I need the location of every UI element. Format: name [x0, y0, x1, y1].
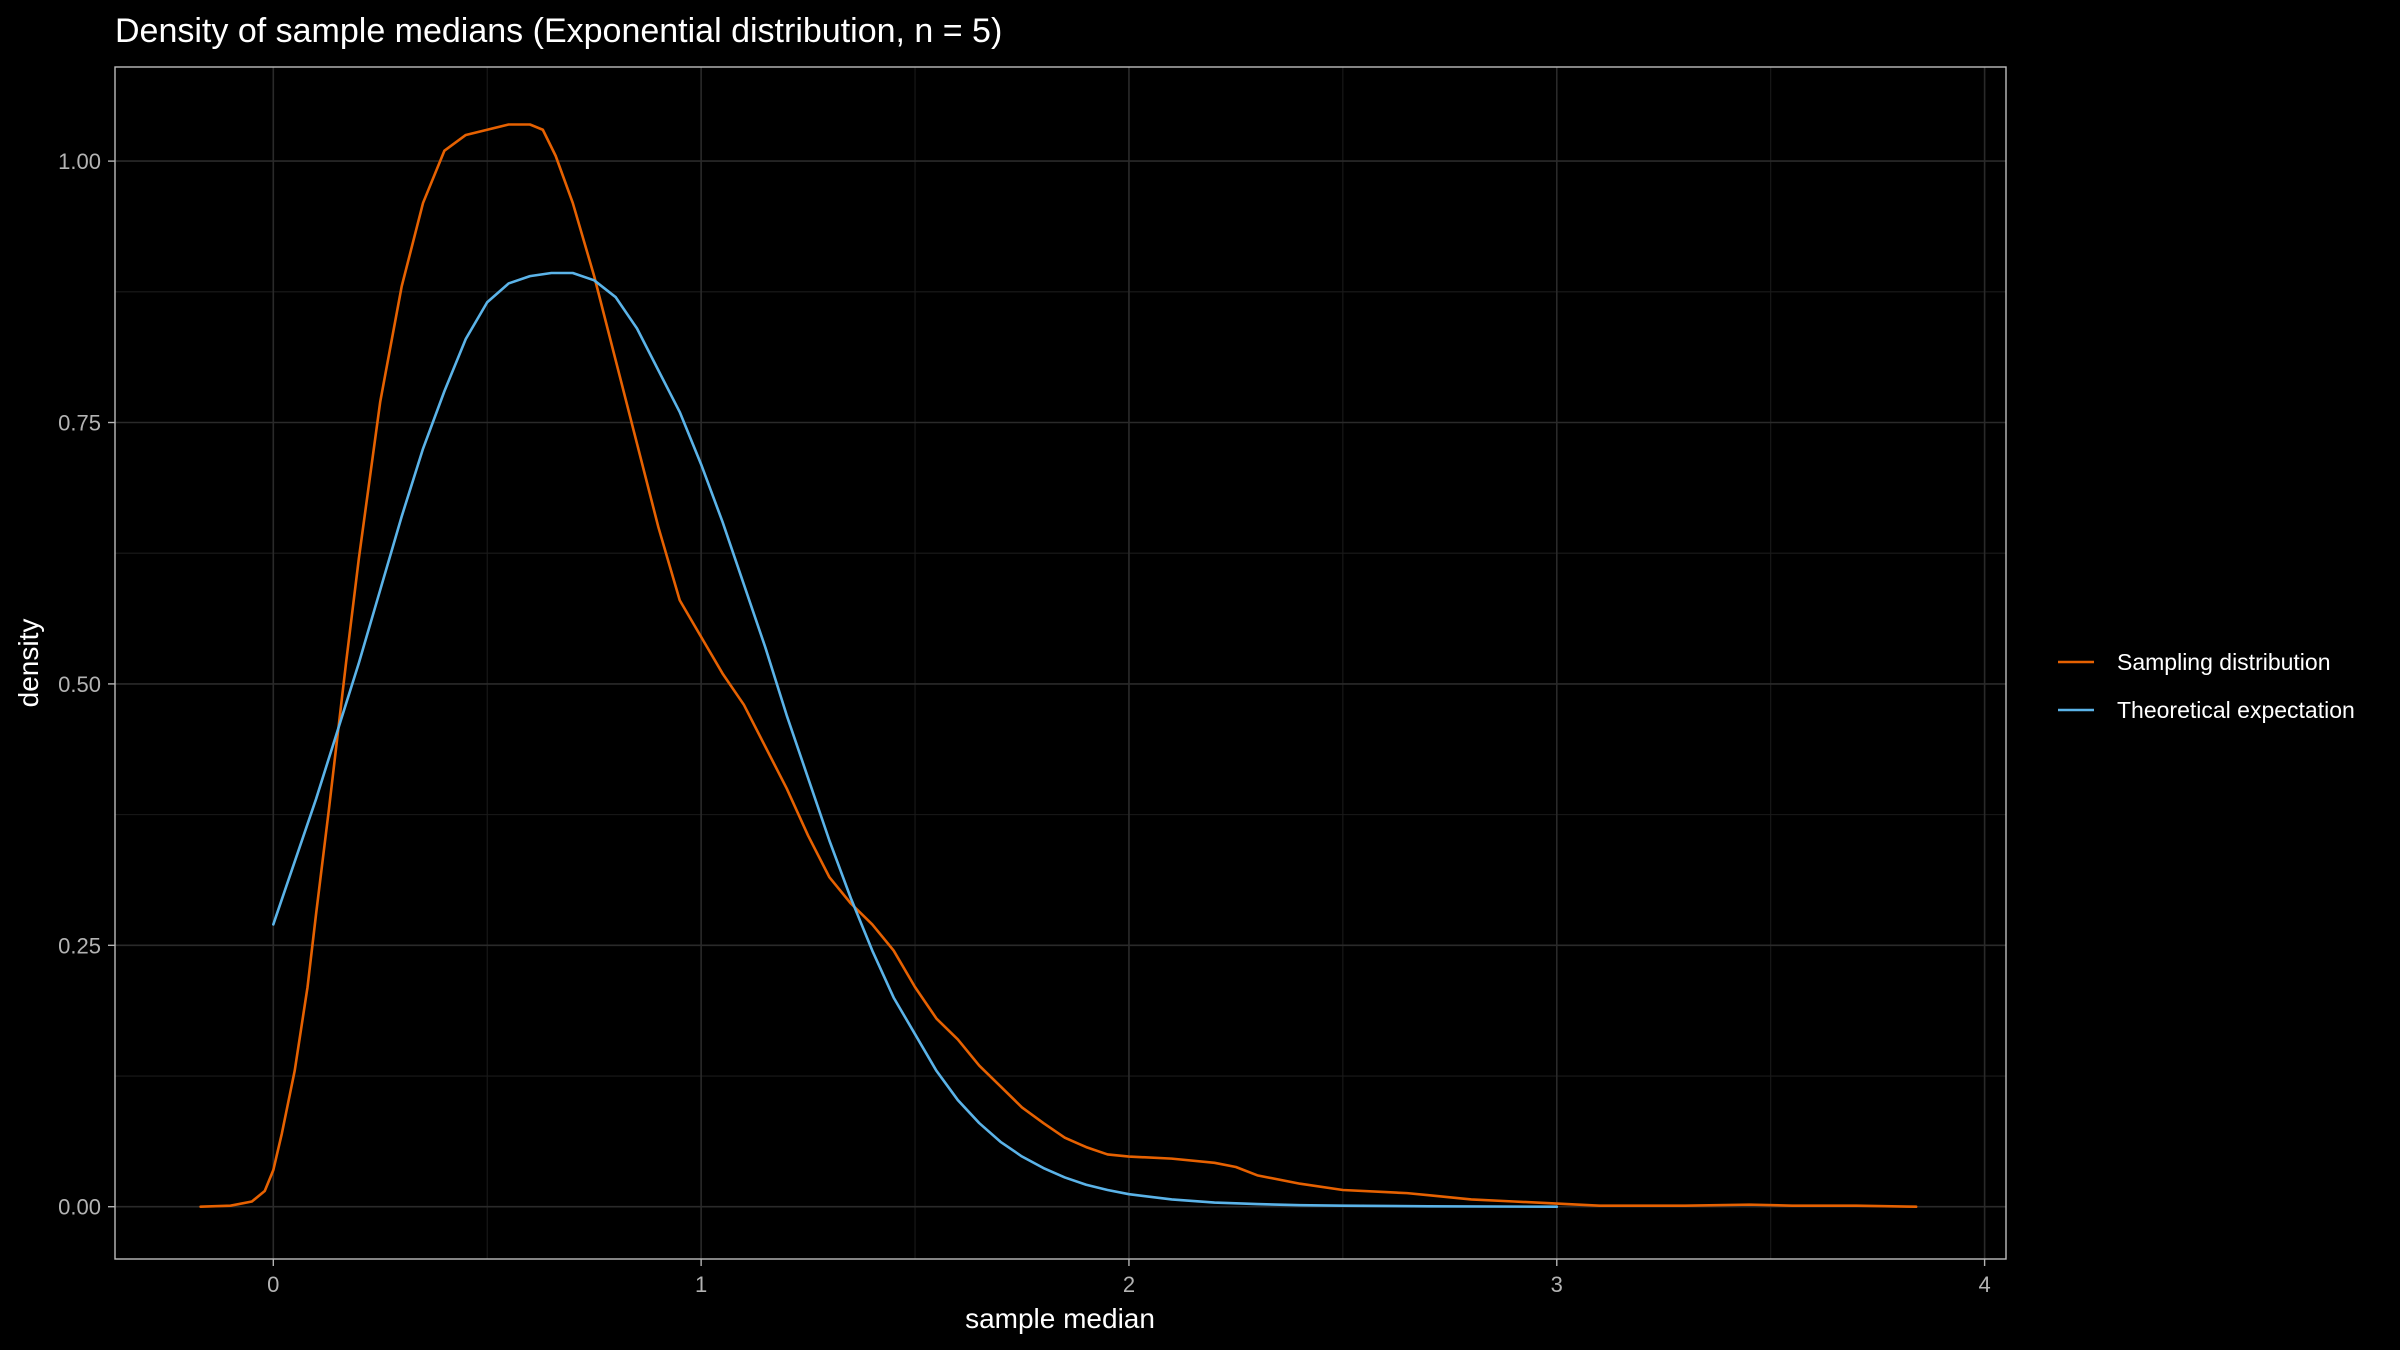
legend-label-2: Theoretical expectation: [2117, 697, 2355, 723]
panel-border: [114, 66, 2007, 1260]
y-tick-label: 0.25: [58, 933, 101, 958]
y-tick-label: 0.75: [58, 411, 101, 436]
x-axis-title: sample median: [965, 1303, 1155, 1334]
x-axis: 0 1 2 3 4: [267, 1259, 1991, 1297]
y-tick-label: 0.50: [58, 672, 101, 697]
x-tick-label: 2: [1123, 1272, 1135, 1297]
x-tick-label: 0: [267, 1272, 279, 1297]
chart-title: Density of sample medians (Exponential d…: [115, 12, 1002, 50]
y-axis-title: density: [13, 619, 44, 708]
x-tick-label: 4: [1978, 1272, 1990, 1297]
series-line-2: [272, 271, 1559, 1209]
series-lines: [199, 123, 1918, 1209]
legend: Sampling distribution Theoretical expecta…: [2058, 649, 2355, 723]
y-tick-label: 0.00: [58, 1195, 101, 1220]
series-line-1: [199, 123, 1918, 1209]
y-axis: 0.00 0.25 0.50 0.75 1.00: [58, 149, 115, 1220]
x-tick-label: 1: [695, 1272, 707, 1297]
x-tick-label: 3: [1551, 1272, 1563, 1297]
legend-label-1: Sampling distribution: [2117, 649, 2331, 675]
y-tick-label: 1.00: [58, 149, 101, 174]
